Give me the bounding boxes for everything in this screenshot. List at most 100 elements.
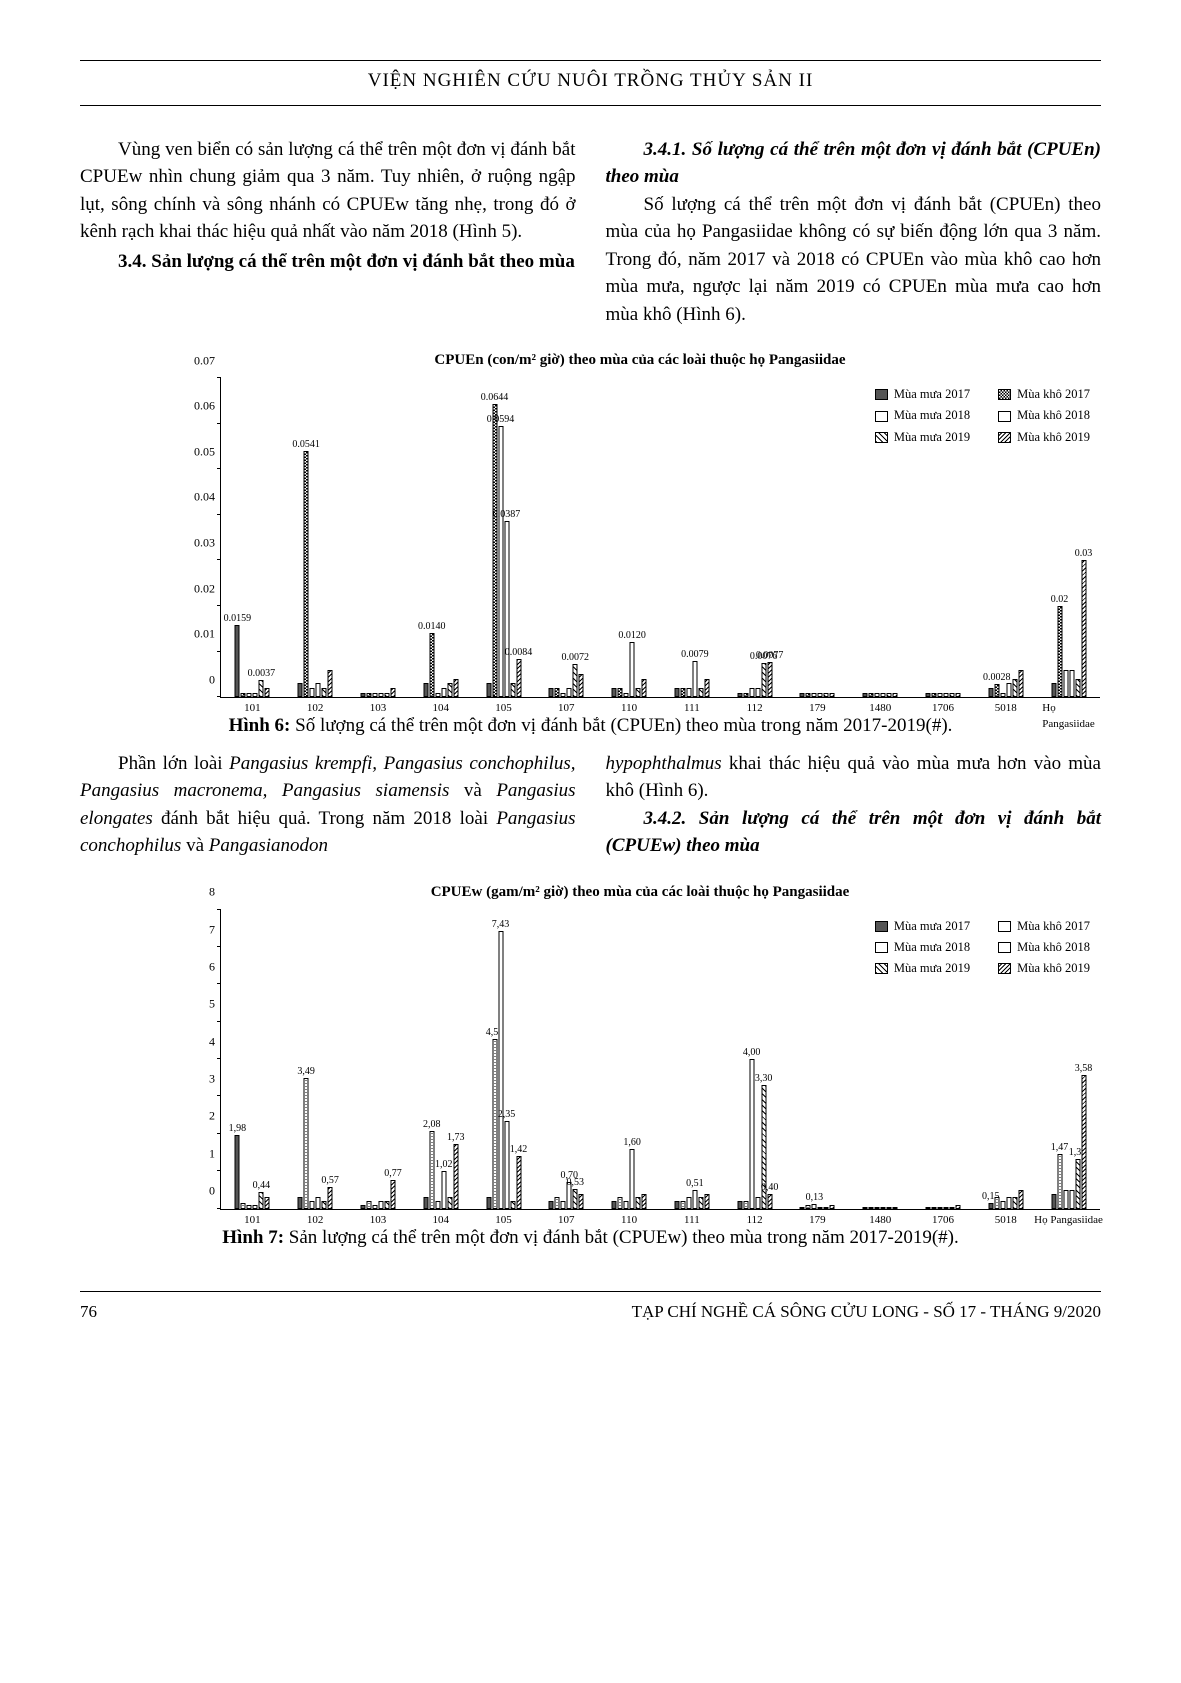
bar: 0,57 [328, 1187, 333, 1208]
bar-value-label: 1,73 [447, 1131, 465, 1146]
heading-3-4: 3.4. Sản lượng cá thể trên một đơn vị đá… [80, 248, 576, 276]
x-tick-label: 1480 [869, 701, 891, 717]
bar: 0.03 [1081, 560, 1086, 697]
bar-group: 1480 [849, 378, 912, 697]
bar-value-label: 0.0387 [493, 508, 521, 523]
bar [812, 693, 817, 698]
bar-value-label: 0.0120 [618, 629, 646, 644]
bar [1069, 670, 1074, 697]
y-tick: 0 [179, 1183, 215, 1200]
bar-value-label: 0.0140 [418, 620, 446, 635]
bar [818, 693, 823, 698]
bar [1051, 683, 1056, 697]
bar-value-label: 3,58 [1075, 1062, 1093, 1077]
bar-value-label: 0,57 [321, 1174, 339, 1189]
bar-value-label: 1,60 [623, 1136, 641, 1151]
bar: 0.0072 [573, 664, 578, 697]
bar [372, 1205, 377, 1209]
bar [1006, 683, 1011, 697]
bar [561, 1201, 566, 1208]
bar [624, 1201, 629, 1208]
page-header: VIỆN NGHIÊN CỨU NUÔI TRỒNG THỦY SẢN II [80, 67, 1101, 95]
x-tick-label: 111 [684, 1213, 700, 1229]
y-tick: 2 [179, 1108, 215, 1125]
x-tick-label: 107 [558, 701, 575, 717]
rule-top [80, 60, 1101, 61]
bar [1000, 693, 1005, 698]
bar-value-label: 0.0072 [562, 651, 590, 666]
bar-group: 0.0140104 [409, 378, 472, 697]
bar: 7,43 [498, 931, 503, 1209]
bar-group: 0.06440.05940.03870.0084105 [472, 378, 535, 697]
y-tick: 3 [179, 1070, 215, 1087]
bar [360, 693, 365, 698]
bar-group: 3,490,57102 [284, 910, 347, 1209]
bar [749, 688, 754, 697]
bar [893, 693, 898, 698]
bar [755, 1197, 760, 1208]
bar: 2,35 [504, 1121, 509, 1209]
x-tick-label: 105 [495, 701, 512, 717]
page-number: 76 [80, 1300, 97, 1325]
bar-group: 0.00760.0077112 [723, 378, 786, 697]
bar: 0.02 [1057, 606, 1062, 697]
bar-group: 0.0079111 [660, 378, 723, 697]
x-tick-label: 179 [809, 1213, 826, 1229]
bar [955, 1205, 960, 1209]
bar [1075, 679, 1080, 697]
x-tick-label: 1706 [932, 701, 954, 717]
para-2: Số lượng cá thể trên một đơn vị đánh bắt… [606, 191, 1102, 329]
x-tick-label: 112 [747, 1213, 763, 1229]
bar [949, 1207, 954, 1209]
bar-group: 0.00285018 [974, 378, 1037, 697]
bar [360, 1205, 365, 1209]
chart6-title: CPUEn (con/m² giờ) theo mùa của các loài… [180, 350, 1100, 372]
bar [486, 1197, 491, 1208]
bar [686, 1197, 691, 1208]
bar: 0,15 [988, 1203, 993, 1209]
bar [1012, 679, 1017, 697]
y-tick: 0.01 [179, 625, 215, 642]
bar [423, 1197, 428, 1208]
bar [824, 693, 829, 698]
bar [441, 688, 446, 697]
bar [486, 683, 491, 697]
bar-group: 0,51111 [660, 910, 723, 1209]
bar [423, 683, 428, 697]
bar: 0.0120 [630, 642, 635, 697]
y-tick: 8 [179, 884, 215, 901]
x-tick-label: HọPangasiidae [1042, 701, 1095, 733]
bar-value-label: 0.0644 [481, 391, 509, 406]
bar [310, 1201, 315, 1208]
bar-value-label: 0,53 [567, 1176, 585, 1191]
bar-group: 1706 [912, 910, 975, 1209]
x-tick-label: 1480 [869, 1213, 891, 1229]
bar: 1,73 [453, 1144, 458, 1209]
bar [955, 693, 960, 698]
bar: 0.0159 [235, 625, 240, 697]
y-tick: 0.04 [179, 489, 215, 506]
bar [806, 1205, 811, 1209]
bar [372, 693, 377, 698]
heading-3-4-2: 3.4.2. Sản lượng cá thể trên một đơn vị … [606, 805, 1102, 860]
x-tick-label: 107 [558, 1213, 575, 1229]
bar [253, 1205, 258, 1209]
bar [881, 693, 886, 698]
bar [316, 683, 321, 697]
y-tick: 6 [179, 958, 215, 975]
bar [435, 1201, 440, 1208]
bar-value-label: 0,51 [686, 1177, 704, 1192]
bar [549, 1201, 554, 1208]
bar-value-label: 0.0079 [681, 648, 709, 663]
bar [378, 1201, 383, 1208]
bar-group: 0.0541102 [284, 378, 347, 697]
bar [384, 1201, 389, 1208]
bar-value-label: 0,40 [761, 1181, 779, 1196]
bar [943, 1207, 948, 1209]
bar: 0.0077 [767, 662, 772, 697]
bar-value-label: 0.03 [1075, 547, 1093, 562]
text-columns-1: Vùng ven biển có sản lượng cá thể trên m… [80, 136, 1101, 331]
bar [510, 1201, 515, 1208]
bar-group: 1,471,343,58Họ Pangasiidae [1037, 910, 1100, 1209]
bar: 1,47 [1057, 1154, 1062, 1209]
